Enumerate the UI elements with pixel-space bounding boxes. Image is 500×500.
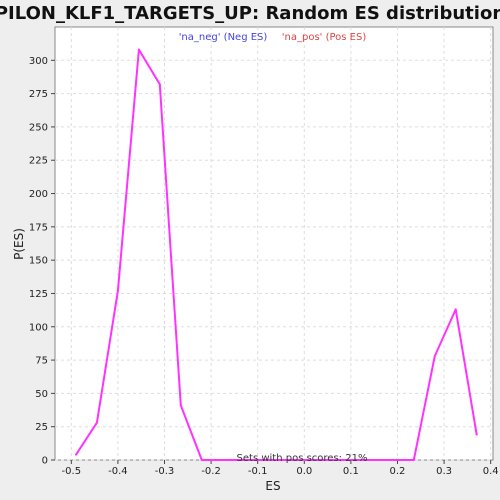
y-tick-label: 225 bbox=[29, 156, 48, 167]
x-tick-label: -0.5 bbox=[62, 466, 82, 477]
x-tick-label: -0.1 bbox=[248, 466, 268, 477]
x-tick-label: 0.2 bbox=[390, 466, 406, 477]
data-point bbox=[138, 49, 140, 51]
x-tick-label: 0.3 bbox=[436, 466, 452, 477]
y-tick-label: 250 bbox=[29, 122, 48, 133]
x-tick-label: 0.4 bbox=[483, 466, 499, 477]
chart-title: PILON_KLF1_TARGETS_UP: Random ES distrib… bbox=[0, 3, 500, 24]
data-point bbox=[222, 459, 224, 461]
data-point bbox=[476, 434, 478, 436]
y-axis-label: P(ES) bbox=[12, 228, 26, 260]
y-tick-label: 0 bbox=[42, 456, 48, 467]
data-point bbox=[180, 404, 182, 406]
y-tick-label: 175 bbox=[29, 222, 48, 233]
annotation-pos-scores: Sets with pos scores: 21% bbox=[237, 453, 368, 464]
data-point bbox=[159, 83, 161, 85]
x-tick-label: -0.2 bbox=[201, 466, 221, 477]
data-point bbox=[117, 290, 119, 292]
y-tick-label: 50 bbox=[35, 389, 48, 400]
y-tick-label: 75 bbox=[35, 356, 48, 367]
x-tick-label: 0.1 bbox=[343, 466, 359, 477]
data-point bbox=[96, 422, 98, 424]
x-axis-label: ES bbox=[265, 479, 280, 493]
y-tick-label: 150 bbox=[29, 256, 48, 267]
x-tick-label: -0.4 bbox=[108, 466, 128, 477]
y-tick-label: 100 bbox=[29, 322, 48, 333]
y-tick-label: 275 bbox=[29, 89, 48, 100]
y-tick-label: 200 bbox=[29, 189, 48, 200]
y-tick-label: 25 bbox=[35, 422, 48, 433]
data-point bbox=[413, 459, 415, 461]
legend-entry-pos: 'na_pos' (Pos ES) bbox=[282, 32, 367, 43]
data-point bbox=[392, 459, 394, 461]
data-point bbox=[75, 454, 77, 456]
data-point bbox=[455, 308, 457, 310]
data-point bbox=[201, 459, 203, 461]
y-tick-label: 300 bbox=[29, 56, 48, 67]
x-tick-label: -0.3 bbox=[155, 466, 175, 477]
legend-entry-neg: 'na_neg' (Neg ES) bbox=[179, 32, 268, 43]
data-point bbox=[434, 355, 436, 357]
x-tick-label: 0.0 bbox=[296, 466, 312, 477]
y-tick-label: 125 bbox=[29, 289, 48, 300]
